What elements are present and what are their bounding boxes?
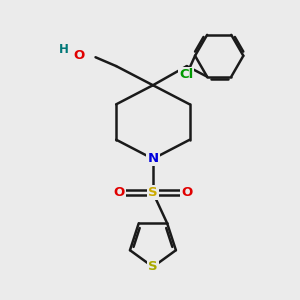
Text: S: S <box>148 260 158 273</box>
Text: S: S <box>148 186 158 199</box>
Text: Cl: Cl <box>179 68 193 81</box>
Text: N: N <box>147 152 158 165</box>
Text: H: H <box>59 43 69 56</box>
Text: O: O <box>181 186 192 199</box>
Text: O: O <box>74 49 85 62</box>
Text: O: O <box>113 186 125 199</box>
